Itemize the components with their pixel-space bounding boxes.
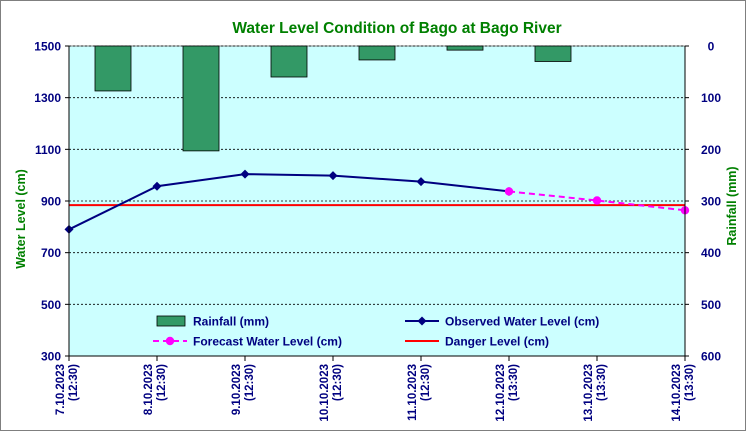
x-tick-label: 12.10.2023(13:30) [495, 364, 520, 422]
y-tick-label-left: 700 [41, 246, 61, 260]
x-tick-label-line: 13.10.2023 [583, 364, 595, 422]
x-tick-label-line: 7.10.2023 [55, 364, 67, 415]
x-tick-label-line: (12:30) [332, 364, 344, 401]
rainfall-bar [182, 45, 220, 152]
x-tick-label-line: 9.10.2023 [231, 364, 243, 415]
y-tick-label-left: 1300 [34, 91, 61, 105]
legend-label: Danger Level (cm) [445, 335, 549, 349]
x-tick-label-line: (12:30) [420, 364, 432, 401]
x-tick-label-line: 10.10.2023 [319, 364, 331, 422]
x-tick-label-line: (13:30) [596, 364, 608, 401]
x-tick-label: 10.10.2023(12:30) [319, 364, 344, 422]
x-tick-label-line: (13:30) [508, 364, 520, 401]
y-tick-label-left: 900 [41, 195, 61, 209]
y-axis-label-left: Water Level (cm) [14, 169, 28, 269]
legend-marker-forecast [165, 336, 175, 346]
legend-swatch-rainfall [156, 315, 186, 327]
x-tick-label: 9.10.2023(12:30) [231, 364, 256, 415]
x-tick-label: 7.10.2023(12:30) [55, 364, 80, 415]
y-axis-label-right: Rainfall (mm) [725, 166, 739, 245]
x-tick-label-line: 8.10.2023 [143, 364, 155, 415]
x-tick-label-line: 14.10.2023 [671, 364, 683, 422]
y-tick-label-right: 0 [708, 40, 715, 54]
x-tick-label-line: (13:30) [684, 364, 696, 401]
rainfall-bar [534, 45, 572, 62]
y-tick-label-right: 200 [701, 143, 721, 157]
observed-point [416, 177, 426, 187]
rainfall-bar [270, 45, 308, 78]
chart-title: Water Level Condition of Bago at Bago Ri… [232, 20, 561, 37]
y-tick-label-left: 1100 [35, 143, 61, 157]
legend-label: Observed Water Level (cm) [445, 315, 599, 329]
rainfall-bar [446, 45, 484, 51]
rainfall-bars [94, 45, 572, 152]
x-tick-label: 13.10.2023(13:30) [583, 364, 608, 422]
y-tick-label-left: 1500 [34, 40, 61, 54]
x-tick-label-line: (12:30) [244, 364, 256, 401]
axes: 300 500 700 900 1100 1300 1500 0 100 200 300 400 500… [34, 40, 721, 422]
observed-point [240, 169, 250, 179]
x-tick-label-line: 12.10.2023 [495, 364, 507, 422]
y-tick-label-right: 600 [701, 350, 721, 364]
legend: Rainfall (mm) Observed Water Level (cm) Fo… [153, 315, 599, 349]
legend-label: Forecast Water Level (cm) [193, 335, 342, 349]
x-tick-label: 14.10.2023(13:30) [671, 364, 696, 422]
observed-point [152, 181, 162, 191]
rainfall-bar [358, 45, 396, 61]
y-tick-label-right: 400 [701, 246, 721, 260]
y-tick-label-right: 100 [701, 91, 721, 105]
y-tick-label-right: 300 [701, 195, 721, 209]
observed-point [328, 171, 338, 181]
forecast-point [592, 196, 602, 205]
x-tick-label-line: 11.10.2023 [407, 364, 419, 421]
forecast-point [504, 187, 514, 196]
x-tick-label: 8.10.2023(12:30) [143, 364, 168, 415]
observed-water-level-line [68, 173, 510, 231]
legend-marker-observed [417, 316, 427, 326]
rainfall-bar [94, 45, 132, 92]
y-tick-label-left: 300 [41, 350, 61, 364]
x-tick-label-line: (12:30) [156, 364, 168, 401]
y-tick-label-left: 500 [41, 298, 61, 312]
x-tick-label-line: (12:30) [68, 364, 80, 401]
legend-label: Rainfall (mm) [193, 315, 269, 329]
x-tick-label: 11.10.2023(12:30) [407, 364, 432, 421]
series-lines [64, 169, 690, 234]
y-tick-label-right: 500 [701, 298, 721, 312]
